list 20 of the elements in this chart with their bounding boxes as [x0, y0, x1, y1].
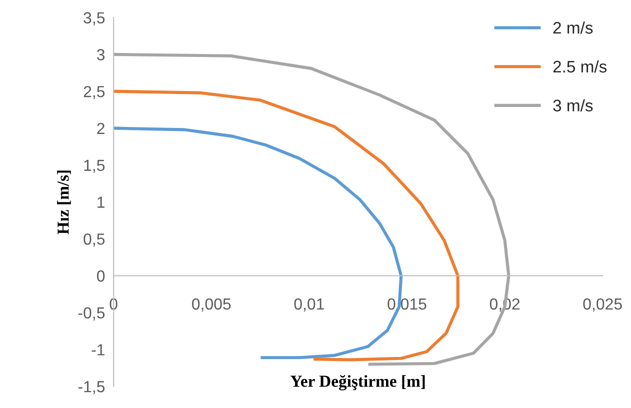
y-tick-label: -0,5: [78, 307, 105, 320]
y-tick-label: -1,5: [78, 381, 105, 394]
x-axis-title: Yer Değiştirme [m]: [290, 374, 425, 390]
legend-label: 2.5 m/s: [553, 60, 607, 73]
y-tick-label: 0: [96, 270, 105, 282]
y-tick-label: 3,5: [84, 12, 105, 26]
y-tick-label: 1: [98, 196, 104, 208]
y-tick-label: 1,5: [84, 160, 105, 173]
y-tick-label: 3: [96, 49, 105, 60]
legend-label: 3 m/s: [553, 99, 593, 112]
y-tick-label: -1: [92, 344, 104, 356]
y-tick-label: 2: [97, 122, 104, 134]
y-tick-label: 2,5: [84, 86, 105, 100]
x-tick-label: 0,025: [583, 298, 622, 312]
legend-label: 2 m/s: [553, 21, 593, 34]
x-tick-label: 0,01: [294, 298, 324, 312]
y-axis-title: Hız [m/s]: [57, 170, 71, 234]
x-tick-label: 0,005: [192, 298, 231, 312]
x-tick-label: 0: [110, 298, 118, 310]
y-tick-label: 0,5: [84, 233, 105, 247]
